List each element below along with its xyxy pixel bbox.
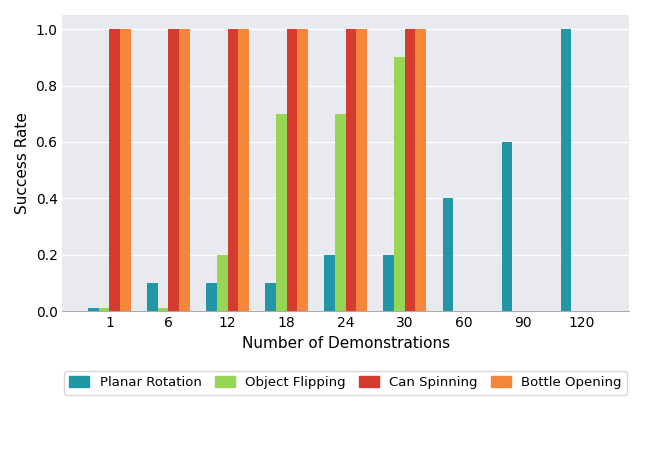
Bar [405,29,416,311]
Bar [99,308,109,311]
Bar [109,29,120,311]
Legend: Planar Rotation, Object Flipping, Can Spinning, Bottle Opening: Planar Rotation, Object Flipping, Can Sp… [64,371,627,395]
Bar [238,29,249,311]
Bar [356,29,367,311]
Bar [206,283,217,311]
Y-axis label: Success Rate: Success Rate [15,112,30,214]
X-axis label: Number of Demonstrations: Number of Demonstrations [241,336,450,351]
Bar [88,308,99,311]
Bar [394,57,405,311]
Bar [217,255,227,311]
Bar [335,114,346,311]
Bar [324,255,335,311]
Bar [158,308,169,311]
Bar [169,29,179,311]
Bar [276,114,287,311]
Bar [561,29,572,311]
Bar [384,255,394,311]
Bar [120,29,131,311]
Bar [442,198,453,311]
Bar [346,29,356,311]
Bar [147,283,158,311]
Bar [416,29,426,311]
Bar [502,142,512,311]
Bar [227,29,238,311]
Bar [265,283,276,311]
Bar [179,29,189,311]
Bar [287,29,297,311]
Bar [297,29,308,311]
